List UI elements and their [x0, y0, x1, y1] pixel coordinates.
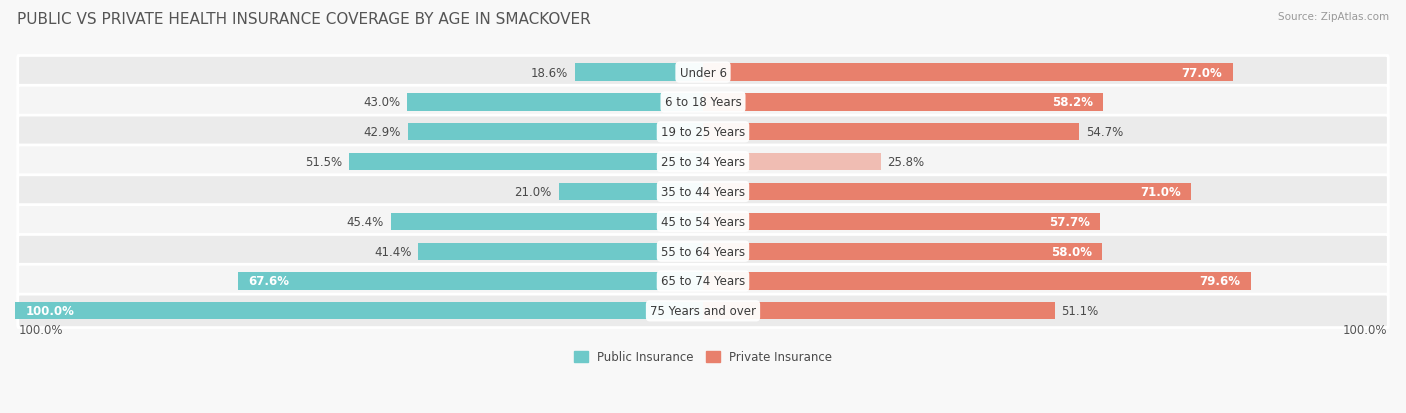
- Text: 100.0%: 100.0%: [18, 323, 63, 336]
- Bar: [408, 124, 703, 141]
- Text: 51.5%: 51.5%: [305, 156, 342, 169]
- Legend: Public Insurance, Private Insurance: Public Insurance, Private Insurance: [569, 346, 837, 368]
- Bar: [703, 124, 1080, 141]
- Text: 54.7%: 54.7%: [1087, 126, 1123, 139]
- Bar: [391, 213, 703, 230]
- Text: 67.6%: 67.6%: [249, 275, 290, 288]
- Text: 19 to 25 Years: 19 to 25 Years: [661, 126, 745, 139]
- Text: 100.0%: 100.0%: [1343, 323, 1388, 336]
- FancyBboxPatch shape: [18, 265, 1388, 298]
- Bar: [349, 154, 703, 171]
- Text: 45.4%: 45.4%: [346, 215, 384, 228]
- Text: 25.8%: 25.8%: [887, 156, 925, 169]
- Text: Source: ZipAtlas.com: Source: ZipAtlas.com: [1278, 12, 1389, 22]
- FancyBboxPatch shape: [18, 205, 1388, 238]
- Bar: [703, 302, 1054, 320]
- Text: 58.2%: 58.2%: [1052, 96, 1092, 109]
- Bar: [703, 183, 1191, 201]
- Bar: [703, 213, 1099, 230]
- Bar: [15, 302, 703, 320]
- Text: 65 to 74 Years: 65 to 74 Years: [661, 275, 745, 288]
- Bar: [703, 64, 1233, 82]
- Bar: [703, 154, 880, 171]
- FancyBboxPatch shape: [18, 146, 1388, 179]
- Text: PUBLIC VS PRIVATE HEALTH INSURANCE COVERAGE BY AGE IN SMACKOVER: PUBLIC VS PRIVATE HEALTH INSURANCE COVER…: [17, 12, 591, 27]
- FancyBboxPatch shape: [18, 294, 1388, 328]
- Text: 21.0%: 21.0%: [515, 185, 551, 199]
- Bar: [558, 183, 703, 201]
- Text: 42.9%: 42.9%: [364, 126, 401, 139]
- FancyBboxPatch shape: [18, 176, 1388, 209]
- Text: Under 6: Under 6: [679, 66, 727, 79]
- Bar: [408, 94, 703, 112]
- Text: 71.0%: 71.0%: [1140, 185, 1181, 199]
- Text: 25 to 34 Years: 25 to 34 Years: [661, 156, 745, 169]
- Bar: [703, 94, 1104, 112]
- FancyBboxPatch shape: [18, 56, 1388, 90]
- Bar: [575, 64, 703, 82]
- Bar: [703, 243, 1102, 260]
- Bar: [703, 273, 1251, 290]
- Bar: [238, 273, 703, 290]
- Text: 51.1%: 51.1%: [1062, 305, 1098, 318]
- Text: 43.0%: 43.0%: [363, 96, 401, 109]
- Text: 77.0%: 77.0%: [1181, 66, 1222, 79]
- Text: 6 to 18 Years: 6 to 18 Years: [665, 96, 741, 109]
- Text: 45 to 54 Years: 45 to 54 Years: [661, 215, 745, 228]
- FancyBboxPatch shape: [18, 116, 1388, 149]
- Text: 18.6%: 18.6%: [531, 66, 568, 79]
- Text: 100.0%: 100.0%: [25, 305, 75, 318]
- Text: 79.6%: 79.6%: [1199, 275, 1240, 288]
- Text: 75 Years and over: 75 Years and over: [650, 305, 756, 318]
- Text: 58.0%: 58.0%: [1050, 245, 1091, 258]
- FancyBboxPatch shape: [18, 86, 1388, 119]
- FancyBboxPatch shape: [18, 235, 1388, 268]
- Bar: [418, 243, 703, 260]
- Text: 35 to 44 Years: 35 to 44 Years: [661, 185, 745, 199]
- Text: 57.7%: 57.7%: [1049, 215, 1090, 228]
- Text: 55 to 64 Years: 55 to 64 Years: [661, 245, 745, 258]
- Text: 41.4%: 41.4%: [374, 245, 412, 258]
